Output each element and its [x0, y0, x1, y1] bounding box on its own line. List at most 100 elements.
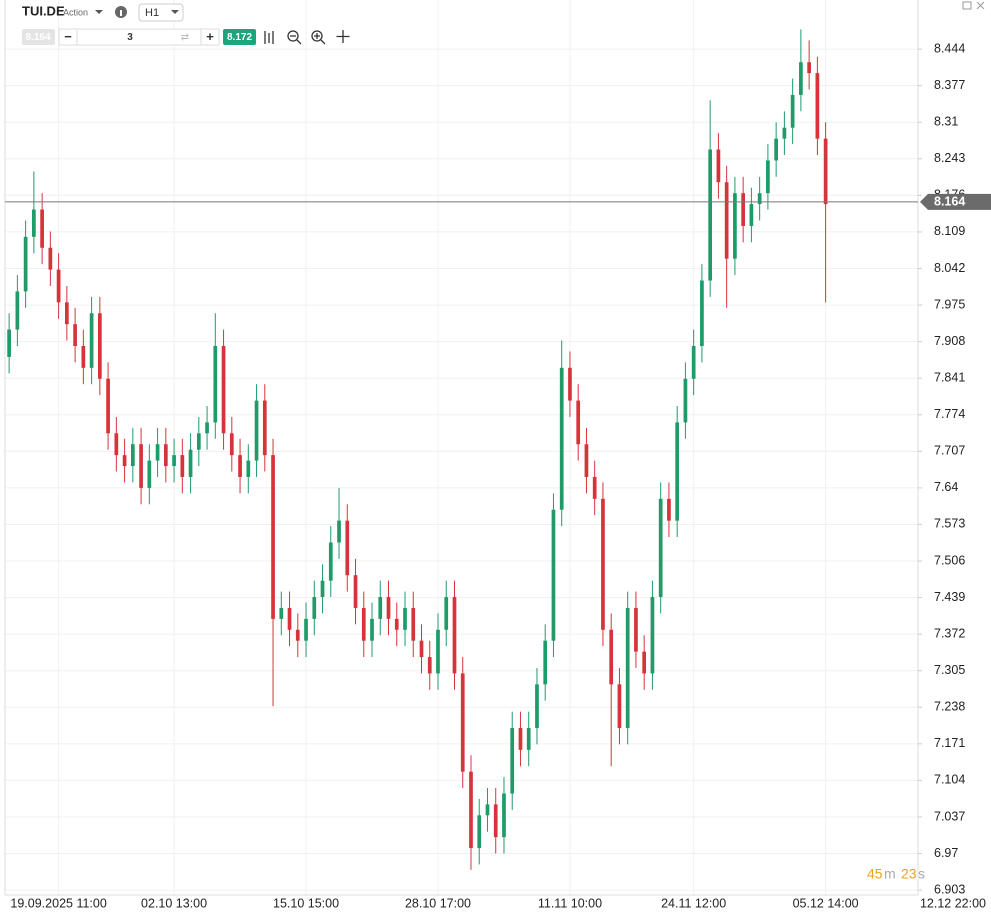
candle-body: [320, 580, 325, 598]
y-tick-label: 7.439: [934, 590, 965, 604]
bid-button[interactable]: [22, 29, 55, 45]
candle-body: [452, 597, 457, 674]
candle-body: [592, 476, 597, 499]
candle-body: [56, 269, 61, 303]
chart-tools: [264, 30, 350, 45]
ask-price: 8.172: [227, 32, 252, 43]
candle-body: [188, 449, 193, 477]
timeframe-select[interactable]: [138, 3, 184, 22]
candle-body: [518, 728, 523, 750]
window-icon[interactable]: [962, 1, 972, 10]
quantity[interactable]: 3: [127, 32, 133, 43]
candle-body: [287, 607, 292, 630]
candle-body: [271, 455, 275, 619]
candle-body: [81, 345, 86, 368]
y-tick-label: 7.908: [934, 334, 965, 348]
candle-body: [683, 378, 688, 423]
candle-body: [40, 209, 44, 248]
x-tick-label: 28.10 17:00: [405, 896, 471, 910]
candle-body: [427, 657, 432, 674]
candle-body: [741, 193, 746, 226]
candle-body: [510, 728, 515, 794]
y-tick-label: 8.377: [934, 78, 965, 92]
candle-body: [295, 629, 300, 641]
symbol[interactable]: TUI.DE: [22, 3, 65, 18]
y-tick-label: 7.037: [934, 809, 965, 823]
timeframe: H1: [145, 7, 159, 19]
zoom-out-icon[interactable]: [287, 30, 299, 42]
candle-body: [601, 498, 605, 630]
candle-body: [172, 455, 176, 467]
y-tick-label: 8.109: [934, 224, 965, 238]
decrease[interactable]: −: [64, 29, 72, 44]
y-tick-label: 7.64: [934, 480, 958, 494]
last-price-marker: [920, 193, 991, 210]
swap-icon[interactable]: ⇄: [181, 32, 189, 43]
candle-body: [205, 422, 209, 434]
candle-body: [370, 618, 374, 641]
candle-body: [23, 236, 28, 292]
candle-body: [469, 771, 473, 849]
candle-body: [675, 422, 680, 521]
candle-body: [130, 444, 135, 467]
zoom-out-handle: [290, 35, 302, 45]
candle-body: [568, 367, 572, 401]
x-tick-label: 12.12 22:00: [920, 896, 986, 910]
y-tick-label: 7.707: [934, 444, 965, 458]
y-tick-label: 7.841: [934, 370, 965, 384]
candle-body: [535, 684, 539, 729]
candles: [7, 29, 828, 870]
candle-body: [576, 400, 581, 445]
bid-price: 8.164: [25, 32, 50, 43]
candle-body: [403, 607, 407, 630]
candle-body: [625, 607, 630, 729]
candle-body: [634, 607, 638, 652]
x-tick-label: 24.11 12:00: [661, 896, 726, 910]
candle-body: [155, 444, 160, 461]
candle-body: [716, 149, 721, 183]
symbol-dropdown[interactable]: [95, 10, 103, 14]
candle-body: [617, 684, 622, 729]
candle-body: [97, 313, 102, 379]
candle-body: [180, 455, 185, 477]
candle-body: [337, 520, 341, 543]
close-icon[interactable]: [976, 1, 985, 10]
candle-body: [246, 460, 251, 477]
candle-body: [807, 62, 811, 74]
chart-type-icon[interactable]: [264, 31, 274, 44]
candle-body: [766, 160, 770, 194]
zoom-in-icon[interactable]: [311, 30, 323, 42]
candle-body: [279, 607, 284, 619]
candle-body: [353, 575, 358, 608]
candle-body: [493, 804, 498, 838]
ask-button[interactable]: [223, 29, 256, 45]
time-axis: 19.09.2025 11:00 02.10 13:00 15.10 15:00 28…: [10, 896, 986, 910]
y-tick-label: 7.975: [934, 297, 965, 311]
x-tick-label: 11.11 10:00: [538, 896, 602, 910]
candle-body: [213, 345, 218, 423]
candle-body: [196, 433, 201, 450]
y-tick-label: 7.372: [934, 626, 965, 640]
candle-body: [815, 73, 820, 139]
candle-body: [502, 793, 506, 838]
pan-icon[interactable]: [336, 30, 350, 43]
zoom-in-handle: [314, 33, 326, 45]
candle-body: [782, 127, 787, 139]
increase[interactable]: +: [206, 29, 214, 44]
candle-body: [749, 204, 754, 226]
candle-body: [650, 597, 655, 674]
candle-body: [460, 673, 465, 772]
candle-body: [642, 651, 647, 674]
candle-body: [609, 629, 614, 685]
y-tick-label: 7.774: [934, 407, 965, 421]
candle-body: [419, 640, 424, 658]
candle-body: [774, 138, 778, 161]
countdown-minutes: 45: [867, 866, 883, 882]
candle-body: [163, 444, 168, 467]
y-tick-label: 7.238: [934, 700, 965, 714]
candle-body: [708, 149, 713, 281]
quantity-box[interactable]: [58, 28, 220, 46]
x-tick-label: 19.09.2025 11:00: [10, 896, 106, 910]
candle-body: [386, 597, 391, 619]
